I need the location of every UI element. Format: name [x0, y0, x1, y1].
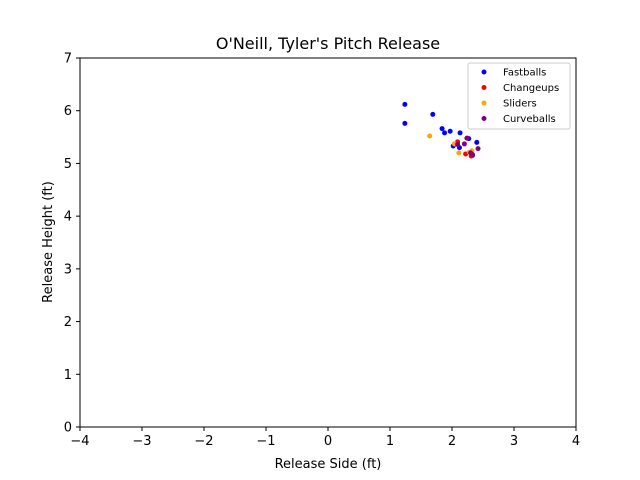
x-tick-label: 3	[510, 434, 518, 449]
x-tick-label: 2	[448, 434, 456, 449]
x-axis-label: Release Side (ft)	[275, 457, 382, 472]
x-tick-label: 1	[386, 434, 394, 449]
x-tick-label: −2	[194, 434, 213, 449]
x-tick-label: −1	[256, 434, 275, 449]
x-tick-label: −4	[70, 434, 89, 449]
y-tick-label: 1	[64, 368, 72, 383]
data-point	[475, 146, 481, 152]
y-tick-label: 0	[64, 421, 72, 436]
data-point	[461, 141, 467, 147]
legend: Fastballs Changeups Sliders Curveballs	[467, 62, 571, 130]
data-point	[402, 120, 408, 126]
legend-label: Changeups	[503, 83, 559, 94]
data-point	[457, 130, 463, 136]
data-point	[474, 139, 480, 145]
y-tick-label: 3	[64, 262, 72, 277]
series-curveballs	[455, 135, 481, 157]
y-tick-label: 7	[64, 52, 72, 67]
chart-title: O'Neill, Tyler's Pitch Release	[216, 34, 440, 53]
y-tick-label: 6	[64, 104, 72, 119]
data-point	[402, 101, 408, 107]
data-point	[427, 133, 433, 139]
legend-marker	[481, 116, 487, 121]
legend-marker	[481, 85, 487, 90]
legend-marker	[481, 69, 487, 75]
y-axis-label: Release Height (ft)	[41, 181, 56, 303]
data-point	[469, 151, 475, 157]
data-point	[456, 150, 462, 156]
data-point	[442, 130, 448, 136]
x-tick-label: 4	[572, 434, 580, 449]
legend-marker	[481, 100, 487, 106]
y-tick-label: 5	[64, 157, 72, 172]
data-point	[447, 128, 453, 134]
y-tick-label: 4	[64, 210, 72, 225]
data-point	[455, 141, 461, 147]
y-axis: 0 1 2 3 4 5 6 7	[64, 52, 80, 436]
data-point	[439, 126, 445, 132]
data-point	[430, 111, 436, 117]
legend-box	[467, 62, 571, 130]
x-axis: −4 −3 −2 −1 0 1 2 3 4	[70, 427, 580, 449]
legend-label: Sliders	[503, 99, 537, 110]
x-tick-label: −3	[132, 434, 151, 449]
data-point	[464, 135, 470, 141]
legend-label: Curveballs	[503, 114, 556, 125]
x-tick-label: 0	[324, 434, 332, 449]
y-tick-label: 2	[64, 315, 72, 330]
points-layer	[402, 101, 481, 159]
legend-label: Fastballs	[503, 68, 546, 79]
